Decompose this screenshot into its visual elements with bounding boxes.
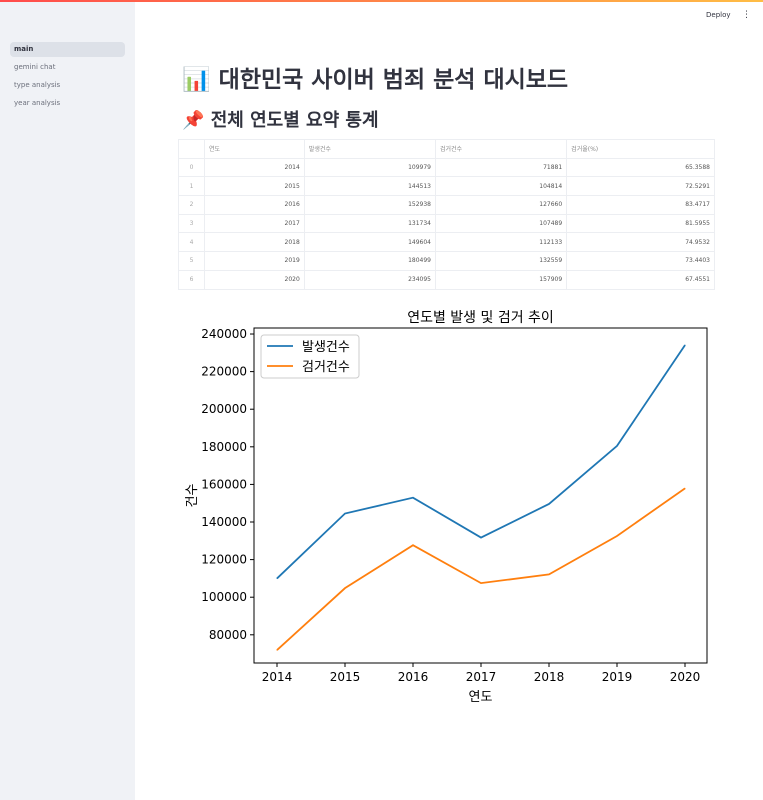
data-point [480,582,482,584]
data-point [548,573,550,575]
data-point [480,537,482,539]
table-row: 6 2020 234095 157909 67.4551 [178,269,715,290]
legend-label: 검거건수 [302,360,350,375]
legend-label: 발생건수 [302,340,350,355]
x-tick-label: 2019 [602,670,633,684]
y-tick-label: 220000 [201,365,247,379]
series-line-1 [276,487,686,651]
sidebar: main gemini chat type analysis year anal… [0,2,135,800]
pushpin-icon: 📌 [182,110,205,131]
section-title-text: 전체 연도별 요약 통계 [210,110,379,131]
data-point [276,649,278,651]
data-point [344,587,346,589]
table-cell[interactable]: 6 [178,269,205,290]
x-tick-label: 2014 [262,670,293,684]
x-tick-label: 2017 [466,670,497,684]
data-point [412,544,414,546]
y-tick-label: 240000 [201,327,247,341]
summary-table[interactable]: 연도 발생건수 검거건수 검거율(%) 0 2014 109979 71881 65.3588 1… [178,139,715,290]
y-tick-label: 180000 [201,440,247,454]
data-point [276,577,278,579]
bar-chart-icon: 📊 [182,67,211,93]
y-tick-label: 160000 [201,477,247,491]
table-cell[interactable]: 157909 [434,269,568,290]
page-title-text: 대한민국 사이버 범죄 분석 대시보드 [218,67,569,93]
x-axis-label: 연도 [469,690,493,705]
page-title: 📊 대한민국 사이버 범죄 분석 대시보드 [182,60,568,94]
table-cell[interactable]: 67.4551 [566,269,715,290]
data-point [684,344,686,346]
data-point [548,503,550,505]
table-row: 2 2016 152938 127660 83.4717 [178,195,715,215]
series-line-0 [276,344,686,580]
kebab-menu-icon[interactable]: ⋮ [742,10,751,20]
x-tick-label: 2020 [670,670,701,684]
table-row: 4 2018 149604 112133 74.9532 [178,232,715,253]
section-title: 📌 전체 연도별 요약 통계 [182,106,379,132]
x-tick-label: 2016 [398,670,429,684]
sidebar-item-type-analysis[interactable]: type analysis [14,81,61,89]
chart-title: 연도별 발생 및 검거 추이 [407,310,554,326]
data-point [684,487,686,489]
y-tick-label: 100000 [201,590,247,604]
sidebar-item-main[interactable]: main [10,42,125,57]
y-tick-label: 80000 [209,628,247,642]
y-axis-label: 건수 [185,484,200,508]
data-point [344,513,346,515]
data-point [412,497,414,499]
deploy-button[interactable]: Deploy [706,11,731,19]
data-point [616,535,618,537]
sidebar-item-gemini-chat[interactable]: gemini chat [14,63,56,71]
y-tick-label: 120000 [201,553,247,567]
x-tick-label: 2015 [330,670,361,684]
y-tick-label: 200000 [201,402,247,416]
table-row: 1 2015 144513 104814 72.5291 [178,176,715,197]
top-decoration-bar [0,0,763,2]
data-point [616,445,618,447]
sidebar-item-year-analysis[interactable]: year analysis [14,99,61,107]
y-tick-label: 140000 [201,515,247,529]
x-tick-label: 2018 [534,670,565,684]
